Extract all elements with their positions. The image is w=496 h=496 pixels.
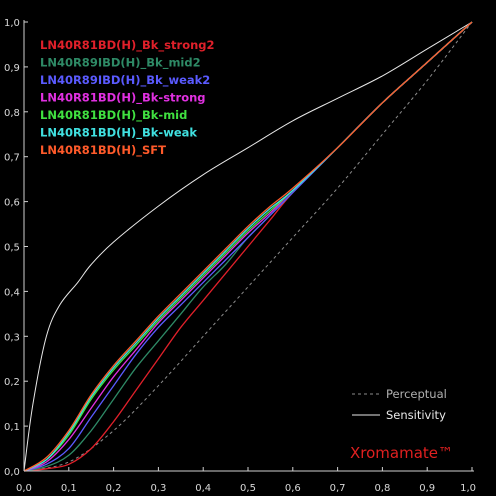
legend-entry-5: LN40R81BD(H)_Bk-mid: [40, 108, 187, 123]
reference-line-perceptual: [23, 21, 473, 472]
reference-legend-label: Sensitivity: [386, 408, 446, 422]
y-tick-label: 0,4: [4, 287, 20, 298]
legend-entry-4: LN40R81BD(H)_Bk-strong: [40, 91, 206, 106]
series-line-7: [23, 21, 473, 472]
y-tick-label: 0,5: [4, 243, 20, 254]
x-tick-label: 0,2: [106, 483, 122, 494]
x-tick-label: 0,5: [240, 483, 256, 494]
watermark-label: Xromamate™: [350, 444, 453, 462]
y-tick-label: 0,7: [4, 153, 20, 164]
axes: 0,0 0,1 0,2 0,3 0,4 0,5 0,6 0,7 0,8 0,9 1,0 0,0 0,1 0…: [4, 18, 476, 494]
series-lines: [23, 21, 473, 472]
x-tick-label: 0,6: [285, 483, 301, 494]
x-tick-label: 0,4: [195, 483, 211, 494]
x-tick-label: 1,0: [460, 483, 476, 494]
legend-entry-1: LN40R81BD(H)_Bk_strong2: [40, 38, 215, 53]
y-tick-label: 0,1: [4, 422, 20, 433]
x-tick-label: 0,1: [61, 483, 77, 494]
reference-legend-label: Perceptual: [386, 387, 447, 401]
reference-legend: Perceptual Sensitivity: [352, 387, 447, 422]
y-tick-label: 0,6: [4, 198, 20, 209]
y-tick-label: 0,9: [4, 63, 20, 74]
y-tick-label: 1,0: [4, 18, 20, 29]
x-tick-label: 0,0: [16, 483, 32, 494]
y-tick-label: 0,8: [4, 108, 20, 119]
legend: LN40R81BD(H)_Bk_strong2 LN40R89IBD(H)_Bk_…: [40, 38, 215, 158]
x-tick-label: 0,3: [150, 483, 166, 494]
x-tick-label: 0,7: [330, 483, 346, 494]
reference-lines: [23, 21, 473, 472]
legend-entry-3: LN40R89IBD(H)_Bk_weak2: [40, 73, 210, 88]
x-tick-label: 0,8: [374, 483, 390, 494]
legend-entry-2: LN40R89IBD(H)_Bk_mid2: [40, 56, 201, 71]
y-tick-label: 0,2: [4, 377, 20, 388]
y-tick-label: 0,3: [4, 332, 20, 343]
legend-entry-6: LN40R81BD(H)_Bk-weak: [40, 126, 197, 141]
y-tick-label: 0,0: [4, 467, 20, 478]
legend-entry-7: LN40R81BD(H)_SFT: [40, 143, 166, 158]
reference-line-sensitivity: [23, 21, 473, 472]
x-tick-label: 0,9: [419, 483, 435, 494]
